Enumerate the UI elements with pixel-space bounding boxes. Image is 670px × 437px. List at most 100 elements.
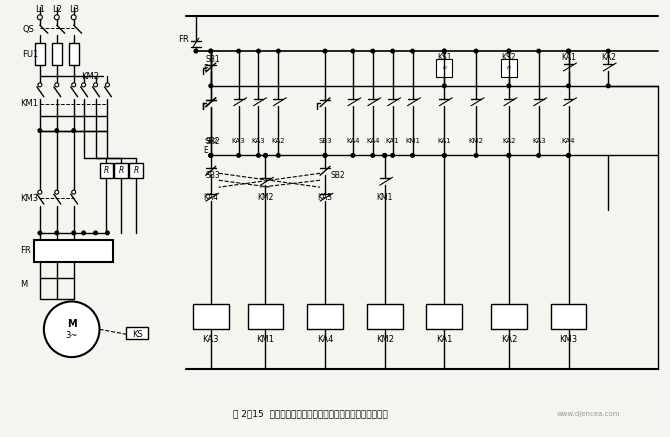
Text: KA1: KA1 bbox=[436, 335, 452, 344]
Circle shape bbox=[606, 84, 610, 88]
Circle shape bbox=[507, 154, 511, 157]
Text: KM1: KM1 bbox=[20, 99, 38, 108]
Text: KA3: KA3 bbox=[252, 139, 265, 145]
Circle shape bbox=[82, 83, 86, 87]
Circle shape bbox=[391, 154, 395, 157]
Circle shape bbox=[383, 154, 387, 157]
Circle shape bbox=[55, 190, 59, 194]
Text: SB3: SB3 bbox=[318, 139, 332, 145]
Circle shape bbox=[209, 84, 212, 88]
Circle shape bbox=[237, 49, 241, 53]
Circle shape bbox=[567, 154, 570, 157]
Circle shape bbox=[105, 83, 109, 87]
Circle shape bbox=[72, 83, 76, 87]
Text: R: R bbox=[119, 166, 124, 175]
Circle shape bbox=[38, 83, 42, 87]
Text: KM1: KM1 bbox=[257, 335, 275, 344]
Circle shape bbox=[257, 154, 260, 157]
Circle shape bbox=[383, 154, 387, 157]
Text: KA2: KA2 bbox=[502, 139, 516, 145]
Circle shape bbox=[371, 154, 375, 157]
Text: KM3: KM3 bbox=[559, 335, 578, 344]
Circle shape bbox=[44, 302, 100, 357]
Circle shape bbox=[209, 154, 212, 157]
Text: KM1: KM1 bbox=[377, 193, 393, 201]
Circle shape bbox=[264, 154, 267, 157]
Circle shape bbox=[106, 231, 109, 235]
Circle shape bbox=[209, 154, 212, 157]
Circle shape bbox=[507, 84, 511, 88]
Circle shape bbox=[71, 15, 76, 20]
Bar bbox=[491, 305, 527, 329]
Circle shape bbox=[38, 190, 42, 194]
Text: R: R bbox=[104, 166, 109, 175]
Text: FR: FR bbox=[20, 246, 31, 255]
Circle shape bbox=[82, 231, 85, 235]
Circle shape bbox=[442, 154, 446, 157]
Text: KA4: KA4 bbox=[366, 139, 379, 145]
Circle shape bbox=[442, 49, 446, 53]
Text: n: n bbox=[507, 66, 511, 70]
Bar bbox=[247, 305, 283, 329]
Text: M: M bbox=[20, 280, 27, 289]
Bar bbox=[69, 43, 78, 65]
Text: KM2: KM2 bbox=[257, 193, 273, 201]
Text: KM1: KM1 bbox=[405, 139, 420, 145]
Text: www.djencea.com: www.djencea.com bbox=[557, 411, 620, 417]
Bar bbox=[127, 327, 148, 339]
Circle shape bbox=[442, 49, 446, 53]
Text: KA1: KA1 bbox=[438, 139, 451, 145]
Circle shape bbox=[507, 154, 511, 157]
Circle shape bbox=[411, 154, 414, 157]
Text: KM2: KM2 bbox=[468, 139, 484, 145]
Circle shape bbox=[237, 154, 241, 157]
Text: KM2: KM2 bbox=[82, 73, 100, 81]
Circle shape bbox=[94, 231, 97, 235]
Circle shape bbox=[371, 49, 375, 53]
Bar bbox=[52, 43, 62, 65]
Text: KA4: KA4 bbox=[203, 193, 218, 201]
Text: KM3: KM3 bbox=[20, 194, 38, 203]
Circle shape bbox=[324, 49, 327, 53]
Text: FU1: FU1 bbox=[22, 49, 38, 59]
Circle shape bbox=[257, 49, 260, 53]
Bar bbox=[551, 305, 586, 329]
Text: KA2: KA2 bbox=[601, 52, 616, 62]
Circle shape bbox=[277, 154, 280, 157]
Circle shape bbox=[391, 49, 395, 53]
Text: QS: QS bbox=[22, 25, 34, 34]
Text: SB1: SB1 bbox=[206, 55, 220, 63]
Circle shape bbox=[54, 15, 59, 20]
Circle shape bbox=[507, 49, 511, 53]
Text: FR: FR bbox=[178, 35, 189, 44]
Text: E: E bbox=[203, 146, 208, 155]
Circle shape bbox=[567, 49, 570, 53]
Text: KS: KS bbox=[132, 330, 143, 339]
Circle shape bbox=[209, 49, 212, 53]
Text: KS1: KS1 bbox=[437, 52, 452, 62]
Text: n: n bbox=[442, 66, 446, 70]
Circle shape bbox=[38, 15, 42, 20]
Circle shape bbox=[209, 49, 212, 53]
Text: SB2: SB2 bbox=[330, 171, 344, 180]
Text: KA1: KA1 bbox=[561, 52, 576, 62]
Circle shape bbox=[194, 49, 198, 53]
Text: KS2: KS2 bbox=[502, 52, 516, 62]
Text: 图 2－15  具有反接制动电阻的可逆运行反接制动的控制线路: 图 2－15 具有反接制动电阻的可逆运行反接制动的控制线路 bbox=[232, 409, 387, 418]
Bar bbox=[35, 43, 45, 65]
Bar bbox=[426, 305, 462, 329]
Circle shape bbox=[72, 129, 76, 132]
Circle shape bbox=[474, 49, 478, 53]
Text: 3~: 3~ bbox=[66, 331, 78, 340]
Circle shape bbox=[474, 154, 478, 157]
Text: E: E bbox=[203, 64, 208, 73]
Circle shape bbox=[38, 231, 42, 235]
Circle shape bbox=[277, 49, 280, 53]
Text: SB2: SB2 bbox=[206, 137, 220, 146]
Bar bbox=[307, 305, 343, 329]
Text: KA3: KA3 bbox=[232, 139, 245, 145]
Circle shape bbox=[264, 154, 267, 157]
Bar bbox=[193, 305, 228, 329]
Circle shape bbox=[567, 49, 570, 53]
Text: KA3: KA3 bbox=[318, 193, 332, 201]
